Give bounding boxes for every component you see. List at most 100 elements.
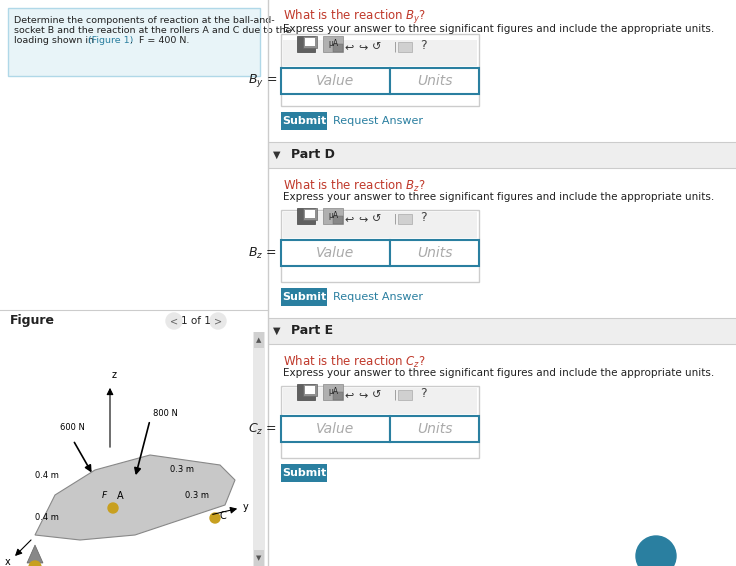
- Text: <: <: [170, 316, 178, 326]
- Text: Express your answer to three significant figures and include the appropriate uni: Express your answer to three significant…: [283, 368, 714, 378]
- Bar: [390, 416, 479, 442]
- Polygon shape: [35, 455, 235, 540]
- Text: What is the reaction $B_z$?: What is the reaction $B_z$?: [283, 178, 426, 194]
- Bar: [281, 240, 390, 266]
- Bar: [254, 332, 264, 348]
- Bar: [254, 550, 264, 566]
- Bar: [281, 464, 327, 482]
- Circle shape: [210, 513, 220, 523]
- Text: Units: Units: [417, 74, 452, 88]
- Bar: [0, 0, 268, 566]
- Text: 800 N: 800 N: [153, 409, 178, 418]
- Bar: [269, 318, 736, 344]
- Text: 0.3 m: 0.3 m: [185, 491, 209, 500]
- Text: $B_z$ =: $B_z$ =: [248, 246, 277, 260]
- Text: socket B and the reaction at the rollers A and C due to the: socket B and the reaction at the rollers…: [14, 26, 291, 35]
- Text: Express your answer to three significant figures and include the appropriate uni: Express your answer to three significant…: [283, 192, 714, 202]
- Bar: [323, 208, 343, 224]
- Bar: [297, 208, 315, 224]
- Text: What is the reaction $C_z$?: What is the reaction $C_z$?: [283, 354, 426, 370]
- Bar: [281, 68, 390, 94]
- Text: Request Answer: Request Answer: [333, 292, 423, 302]
- Text: What is the reaction $B_y$?: What is the reaction $B_y$?: [283, 8, 426, 26]
- Bar: [398, 214, 412, 224]
- Text: Part E: Part E: [291, 324, 333, 337]
- Text: z: z: [112, 370, 117, 380]
- Text: 0.3 m: 0.3 m: [170, 465, 194, 474]
- Text: μA: μA: [328, 40, 338, 49]
- Circle shape: [636, 536, 676, 566]
- Text: Determine the components of reaction at the ball-and-: Determine the components of reaction at …: [14, 16, 275, 25]
- Text: ↺: ↺: [372, 390, 382, 400]
- Bar: [305, 38, 315, 46]
- Bar: [323, 36, 343, 52]
- Text: Units: Units: [417, 422, 452, 436]
- Circle shape: [108, 503, 118, 513]
- Text: F: F: [102, 491, 107, 500]
- Bar: [390, 240, 479, 266]
- Bar: [0, 332, 268, 566]
- Bar: [305, 386, 315, 394]
- Bar: [281, 416, 390, 442]
- Text: 600 N: 600 N: [60, 423, 85, 432]
- Bar: [283, 212, 477, 238]
- Bar: [333, 216, 343, 224]
- Text: ↺: ↺: [372, 42, 382, 52]
- Bar: [269, 142, 736, 168]
- Bar: [8, 8, 260, 76]
- Text: Part D: Part D: [291, 148, 335, 161]
- Text: x: x: [5, 557, 11, 566]
- Circle shape: [210, 313, 226, 329]
- Bar: [269, 0, 736, 566]
- Text: ↺: ↺: [372, 214, 382, 224]
- Text: ↩: ↩: [344, 42, 354, 52]
- Text: |: |: [393, 389, 397, 400]
- Bar: [333, 392, 343, 400]
- Bar: [269, 344, 736, 566]
- Text: .  F = 400 N.: . F = 400 N.: [130, 36, 189, 45]
- Text: ?: ?: [420, 387, 426, 400]
- Text: Value: Value: [316, 74, 355, 88]
- Text: Submit: Submit: [282, 292, 326, 302]
- Text: ↪: ↪: [358, 214, 368, 224]
- Bar: [269, 168, 736, 313]
- Text: (Figure 1): (Figure 1): [88, 36, 133, 45]
- Text: Value: Value: [316, 246, 355, 260]
- Text: ?: ?: [420, 211, 426, 224]
- Bar: [253, 332, 265, 566]
- Polygon shape: [27, 545, 43, 563]
- Bar: [281, 386, 479, 458]
- Bar: [303, 36, 317, 48]
- Bar: [333, 44, 343, 52]
- Text: $C_z$ =: $C_z$ =: [248, 422, 277, 436]
- Text: ↩: ↩: [344, 390, 354, 400]
- Text: 1 of 1: 1 of 1: [181, 316, 211, 326]
- Text: Submit: Submit: [282, 116, 326, 126]
- Text: $B_y$ =: $B_y$ =: [248, 72, 277, 89]
- Text: Request Answer: Request Answer: [333, 116, 423, 126]
- Bar: [281, 112, 327, 130]
- Text: Units: Units: [417, 246, 452, 260]
- Bar: [303, 384, 317, 396]
- Bar: [297, 384, 315, 400]
- Text: ↪: ↪: [358, 42, 368, 52]
- Text: A: A: [117, 491, 124, 501]
- Text: |: |: [393, 41, 397, 52]
- Text: Express your answer to three significant figures and include the appropriate uni: Express your answer to three significant…: [283, 24, 714, 34]
- Text: ↩: ↩: [344, 214, 354, 224]
- Circle shape: [29, 561, 41, 566]
- Bar: [283, 40, 477, 66]
- Bar: [297, 36, 315, 52]
- Text: |: |: [393, 213, 397, 224]
- Text: ↪: ↪: [358, 390, 368, 400]
- Text: loading shown in: loading shown in: [14, 36, 97, 45]
- Text: y: y: [243, 502, 249, 512]
- Text: 0.4 m: 0.4 m: [35, 470, 59, 479]
- Bar: [281, 34, 479, 106]
- Bar: [303, 208, 317, 220]
- Bar: [5, 340, 245, 560]
- Text: ?: ?: [420, 39, 426, 52]
- Text: ▼: ▼: [273, 150, 280, 160]
- Text: >: >: [214, 316, 222, 326]
- Text: μA: μA: [328, 388, 338, 397]
